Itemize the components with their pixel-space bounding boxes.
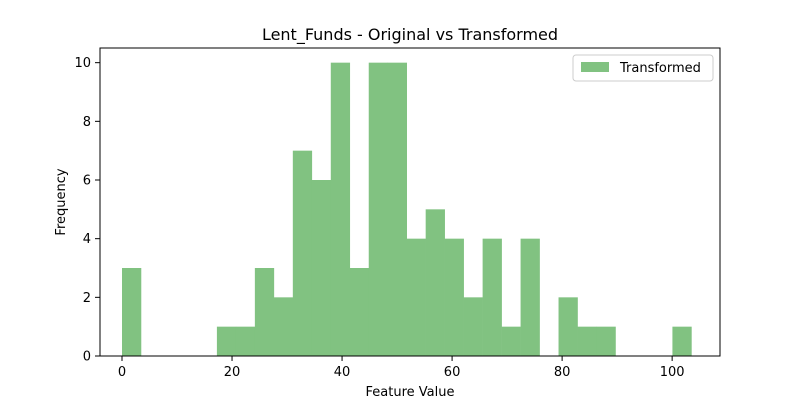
- histogram-bar: [482, 238, 502, 356]
- histogram-bar: [672, 326, 692, 356]
- y-axis-label: Frequency: [54, 168, 69, 235]
- histogram-bar: [349, 268, 370, 356]
- x-axis-label: Feature Value: [366, 385, 455, 400]
- histogram-bar: [558, 297, 578, 356]
- x-tick-label: 60: [444, 365, 461, 380]
- legend-frame: [572, 54, 714, 82]
- y-tick-label: 2: [83, 291, 91, 306]
- x-tick-label: 100: [660, 365, 685, 380]
- histogram-bar: [596, 326, 616, 356]
- histogram-bar: [311, 180, 332, 356]
- x-axis-ticks: 0 20 40 60 80 100: [118, 356, 685, 380]
- x-tick-label: 40: [334, 365, 351, 380]
- histogram-bar: [254, 268, 275, 356]
- x-tick-label: 80: [554, 365, 571, 380]
- histogram-bar: [122, 268, 142, 356]
- legend-label: Transformed: [619, 61, 701, 76]
- histogram-bar: [425, 209, 445, 356]
- bars-group: [122, 62, 692, 357]
- histogram-bar: [501, 326, 521, 356]
- histogram-bar: [273, 297, 294, 356]
- histogram-bar: [368, 62, 389, 357]
- y-tick-label: 8: [83, 115, 91, 130]
- histogram-bar: [235, 326, 256, 356]
- y-axis-ticks: 0 2 4 6 8 10: [74, 56, 100, 365]
- histogram-bar: [444, 238, 464, 356]
- histogram-bar: [387, 62, 407, 357]
- y-tick-label: 0: [83, 350, 91, 365]
- y-tick-label: 4: [83, 232, 91, 247]
- x-tick-label: 0: [118, 365, 126, 380]
- legend: Transformed: [572, 54, 714, 82]
- x-tick-label: 20: [224, 365, 241, 380]
- chart-title: Lent_Funds - Original vs Transformed: [262, 25, 558, 45]
- legend-swatch: [581, 62, 609, 72]
- y-tick-label: 6: [83, 174, 91, 189]
- histogram-bar: [216, 326, 237, 356]
- plot-frame: [99, 47, 721, 357]
- histogram-bar: [577, 326, 597, 356]
- histogram-bar: [406, 238, 426, 356]
- histogram-bar: [330, 62, 351, 357]
- y-tick-label: 10: [74, 56, 91, 71]
- histogram-bar: [520, 238, 540, 356]
- histogram-bar: [292, 150, 313, 356]
- histogram-bar: [463, 297, 483, 356]
